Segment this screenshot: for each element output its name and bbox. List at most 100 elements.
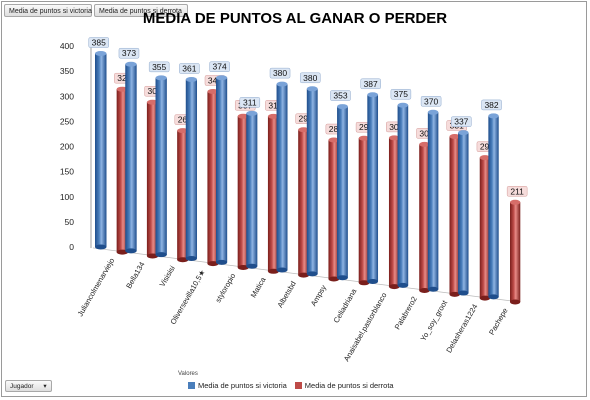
bar-derrota-top bbox=[298, 127, 310, 133]
bar-victoria-base bbox=[458, 290, 469, 296]
bar-derrota bbox=[510, 202, 521, 302]
data-label-victoria: 387 bbox=[364, 79, 378, 89]
x-tick-label: Matica bbox=[249, 275, 268, 299]
y-tick-label: 250 bbox=[60, 116, 74, 126]
bar-derrota-top bbox=[146, 99, 159, 105]
data-label-derrota: 309 bbox=[389, 122, 403, 132]
bar-victoria bbox=[185, 79, 198, 259]
y-tick-label: 100 bbox=[60, 192, 74, 202]
bar-derrota bbox=[237, 116, 249, 268]
data-label-bg-victoria bbox=[330, 90, 351, 101]
data-label-derrota: 305 bbox=[419, 128, 433, 138]
data-label-bg-victoria bbox=[360, 78, 381, 90]
bar-victoria-top bbox=[185, 77, 198, 83]
bar-victoria bbox=[276, 84, 288, 271]
bar-victoria-base bbox=[276, 267, 288, 273]
data-label-bg-derrota bbox=[506, 186, 528, 197]
data-label-victoria: 374 bbox=[213, 62, 227, 72]
bar-derrota-base bbox=[449, 291, 460, 297]
data-label-derrota: 296 bbox=[480, 142, 494, 152]
bar-derrota-top bbox=[358, 135, 370, 141]
data-label-bg-victoria bbox=[179, 63, 200, 74]
x-tick-label: Palabrero2 bbox=[393, 295, 419, 331]
x-tick-label: Pachepe bbox=[487, 306, 510, 336]
bar-derrota bbox=[328, 140, 340, 279]
bar-victoria-top bbox=[95, 51, 107, 57]
bar-victoria-base bbox=[427, 286, 439, 292]
field-button-victoria[interactable]: Media de puntos si victoria bbox=[4, 4, 92, 17]
data-label-derrota: 260 bbox=[178, 115, 192, 125]
bar-derrota-top bbox=[177, 128, 189, 134]
x-tick-label: Juliancolmenarviejo bbox=[76, 256, 117, 318]
bar-victoria-top bbox=[246, 110, 258, 116]
bar-victoria-top bbox=[337, 104, 348, 110]
y-tick-label: 200 bbox=[60, 142, 74, 152]
bar-derrota-base bbox=[207, 261, 219, 267]
bar-derrota-base bbox=[116, 249, 129, 255]
data-label-victoria: 373 bbox=[122, 48, 136, 58]
bar-derrota-top bbox=[449, 133, 460, 139]
data-label-victoria: 355 bbox=[152, 62, 166, 72]
data-label-derrota: 308 bbox=[147, 86, 161, 96]
data-label-derrota: 325 bbox=[117, 73, 131, 83]
y-tick-label: 0 bbox=[69, 242, 74, 252]
legend-swatch-derrota bbox=[294, 382, 302, 389]
bar-victoria-base bbox=[306, 271, 318, 277]
bar-derrota bbox=[419, 144, 430, 291]
bar-victoria-top bbox=[306, 86, 318, 92]
x-tick-label: Yo_soy_groot bbox=[419, 298, 450, 343]
bar-victoria-base bbox=[367, 279, 379, 285]
bar-victoria-top bbox=[155, 75, 167, 81]
data-label-victoria: 380 bbox=[273, 68, 287, 78]
bar-victoria bbox=[397, 105, 409, 286]
data-label-bg-victoria bbox=[481, 99, 502, 111]
bar-victoria bbox=[216, 77, 228, 263]
chart-title: MEDIA DE PUNTOS AL GANAR O PERDER bbox=[142, 10, 448, 27]
bar-derrota-top bbox=[510, 199, 521, 205]
bar-derrota-base bbox=[358, 280, 370, 286]
bar-derrota-top bbox=[419, 141, 430, 147]
bar-victoria-base bbox=[216, 259, 228, 265]
x-tick-label: Celiadriana bbox=[332, 286, 359, 324]
data-label-victoria: 370 bbox=[424, 96, 438, 106]
data-label-derrota: 316 bbox=[268, 100, 282, 110]
bar-victoria bbox=[488, 115, 499, 297]
bar-derrota-base bbox=[419, 287, 430, 293]
bar-victoria bbox=[458, 132, 469, 294]
data-label-bg-victoria bbox=[420, 96, 442, 107]
field-button-derrota[interactable]: Media de puntos si derrota bbox=[94, 4, 188, 17]
bar-victoria-base bbox=[337, 275, 348, 281]
data-label-victoria: 361 bbox=[182, 64, 196, 74]
jugador-field-button[interactable]: Jugador ▾ bbox=[5, 380, 52, 392]
bar-derrota-base bbox=[510, 299, 521, 305]
bar-victoria-base bbox=[185, 256, 198, 262]
data-label-bg-victoria bbox=[269, 67, 291, 79]
bar-derrota-top bbox=[328, 137, 340, 143]
bar-derrota-base bbox=[237, 264, 249, 270]
data-label-victoria: 311 bbox=[243, 97, 257, 107]
x-tick-label: Visisisi bbox=[158, 264, 177, 289]
bar-victoria-base bbox=[125, 248, 137, 254]
bar-victoria-base bbox=[155, 252, 167, 258]
bar-derrota bbox=[358, 138, 370, 283]
bar-victoria bbox=[246, 113, 258, 267]
data-label-derrota: 299 bbox=[359, 122, 373, 132]
x-tick-label: Albetsbd bbox=[275, 279, 297, 309]
bar-victoria-top bbox=[427, 109, 439, 115]
legend-label-victoria: Media de puntos si victoria bbox=[198, 381, 287, 390]
bar-derrota bbox=[207, 91, 219, 264]
data-label-derrota: 298 bbox=[299, 114, 313, 124]
bar-derrota bbox=[116, 89, 129, 253]
bar-victoria-base bbox=[488, 294, 499, 300]
bar-victoria-top bbox=[488, 113, 499, 119]
bar-victoria bbox=[367, 94, 379, 282]
data-label-derrota: 211 bbox=[510, 186, 524, 196]
bar-derrota-base bbox=[328, 276, 340, 282]
y-tick-label: 400 bbox=[60, 41, 74, 51]
bar-victoria bbox=[306, 88, 318, 274]
data-label-victoria: 353 bbox=[333, 91, 347, 101]
bar-derrota-top bbox=[207, 88, 219, 94]
x-tick-label: styloropio bbox=[213, 272, 237, 304]
bar-derrota bbox=[146, 102, 159, 256]
